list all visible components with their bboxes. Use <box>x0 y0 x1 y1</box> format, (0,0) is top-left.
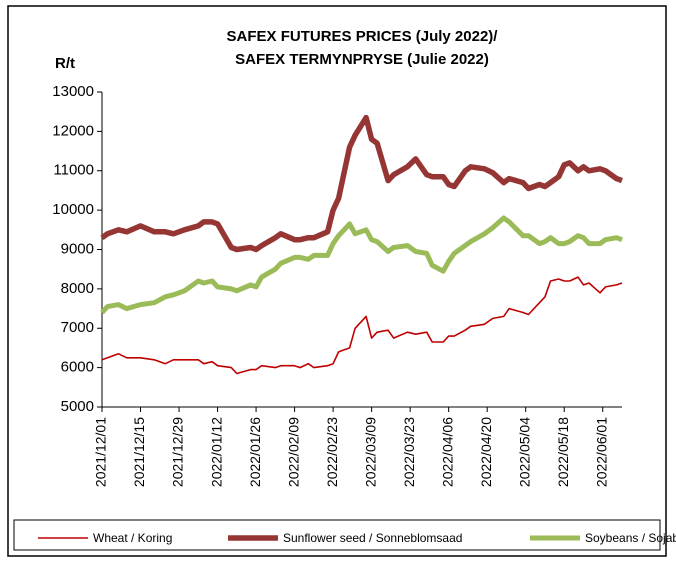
legend-label: Wheat / Koring <box>93 531 172 545</box>
x-tick-label: 2022/02/09 <box>285 417 301 487</box>
x-tick-label: 2021/12/29 <box>170 417 186 487</box>
y-tick-label: 5000 <box>61 398 94 415</box>
x-tick-label: 2021/12/01 <box>93 417 109 487</box>
x-tick-label: 2022/01/12 <box>208 417 224 487</box>
series-line <box>100 114 623 253</box>
x-tick-label: 2022/03/09 <box>362 417 378 487</box>
y-tick-label: 8000 <box>61 280 94 297</box>
legend-label: Sunflower seed / Sonneblomsaad <box>283 531 462 545</box>
x-tick-label: 2022/03/23 <box>401 417 417 487</box>
y-tick-label: 10000 <box>52 201 94 218</box>
y-axis-label: R/t <box>55 55 75 72</box>
x-tick-label: 2021/12/15 <box>131 417 147 487</box>
series-line <box>101 276 623 375</box>
x-tick-label: 2022/01/26 <box>247 417 263 487</box>
x-tick-label: 2022/02/23 <box>324 417 340 487</box>
y-tick-label: 9000 <box>61 240 94 257</box>
y-tick-label: 12000 <box>52 122 94 139</box>
y-tick-label: 13000 <box>52 83 94 100</box>
chart-title: SAFEX TERMYNPRYSE (Julie 2022) <box>235 51 489 68</box>
chart-title: SAFEX FUTURES PRICES (July 2022)/ <box>227 28 499 45</box>
series-line <box>100 215 623 315</box>
y-tick-label: 6000 <box>61 359 94 376</box>
x-tick-label: 2022/04/06 <box>439 417 455 487</box>
legend-label: Soybeans / Sojabone <box>585 531 676 545</box>
y-tick-label: 11000 <box>53 162 94 179</box>
legend-box <box>13 519 661 551</box>
chart-border <box>7 5 667 557</box>
y-tick-label: 7000 <box>61 319 94 336</box>
x-tick-label: 2022/05/18 <box>555 417 571 487</box>
x-tick-label: 2022/06/01 <box>593 417 609 487</box>
x-tick-label: 2022/05/04 <box>516 417 532 487</box>
x-tick-label: 2022/04/20 <box>478 417 494 487</box>
